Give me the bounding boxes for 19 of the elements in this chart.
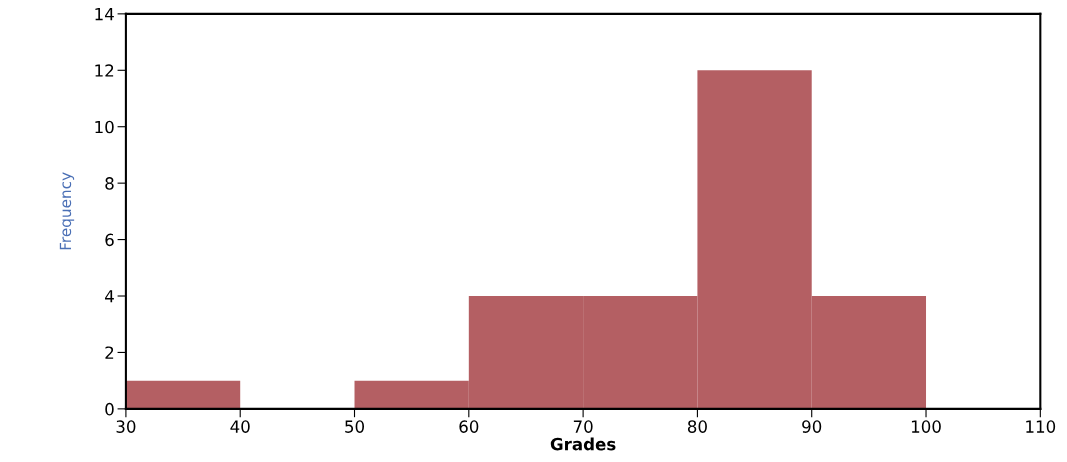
x-tick-label: 60 (459, 420, 479, 433)
x-tick-label: 100 (911, 420, 941, 433)
y-axis-title: Frequency (59, 172, 75, 250)
x-tick-label: 90 (802, 420, 822, 433)
x-axis-title: Grades (550, 437, 616, 451)
y-tick-label: 12 (95, 64, 114, 77)
y-tick-label: 0 (105, 402, 114, 416)
x-tick-label: 40 (230, 420, 250, 433)
x-tick-label: 50 (345, 420, 365, 433)
y-tick-label: 8 (105, 177, 114, 190)
x-tick-label: 70 (573, 420, 593, 433)
y-tick-label: 4 (105, 290, 114, 303)
y-tick-label: 14 (95, 8, 114, 21)
x-tick-label: 30 (116, 420, 136, 433)
y-tick-label: 2 (105, 346, 114, 359)
y-tick-label: 10 (95, 120, 114, 134)
x-tick-label: 110 (1026, 420, 1056, 433)
x-tick-label: 80 (687, 420, 707, 433)
y-tick-label: 6 (105, 233, 114, 247)
